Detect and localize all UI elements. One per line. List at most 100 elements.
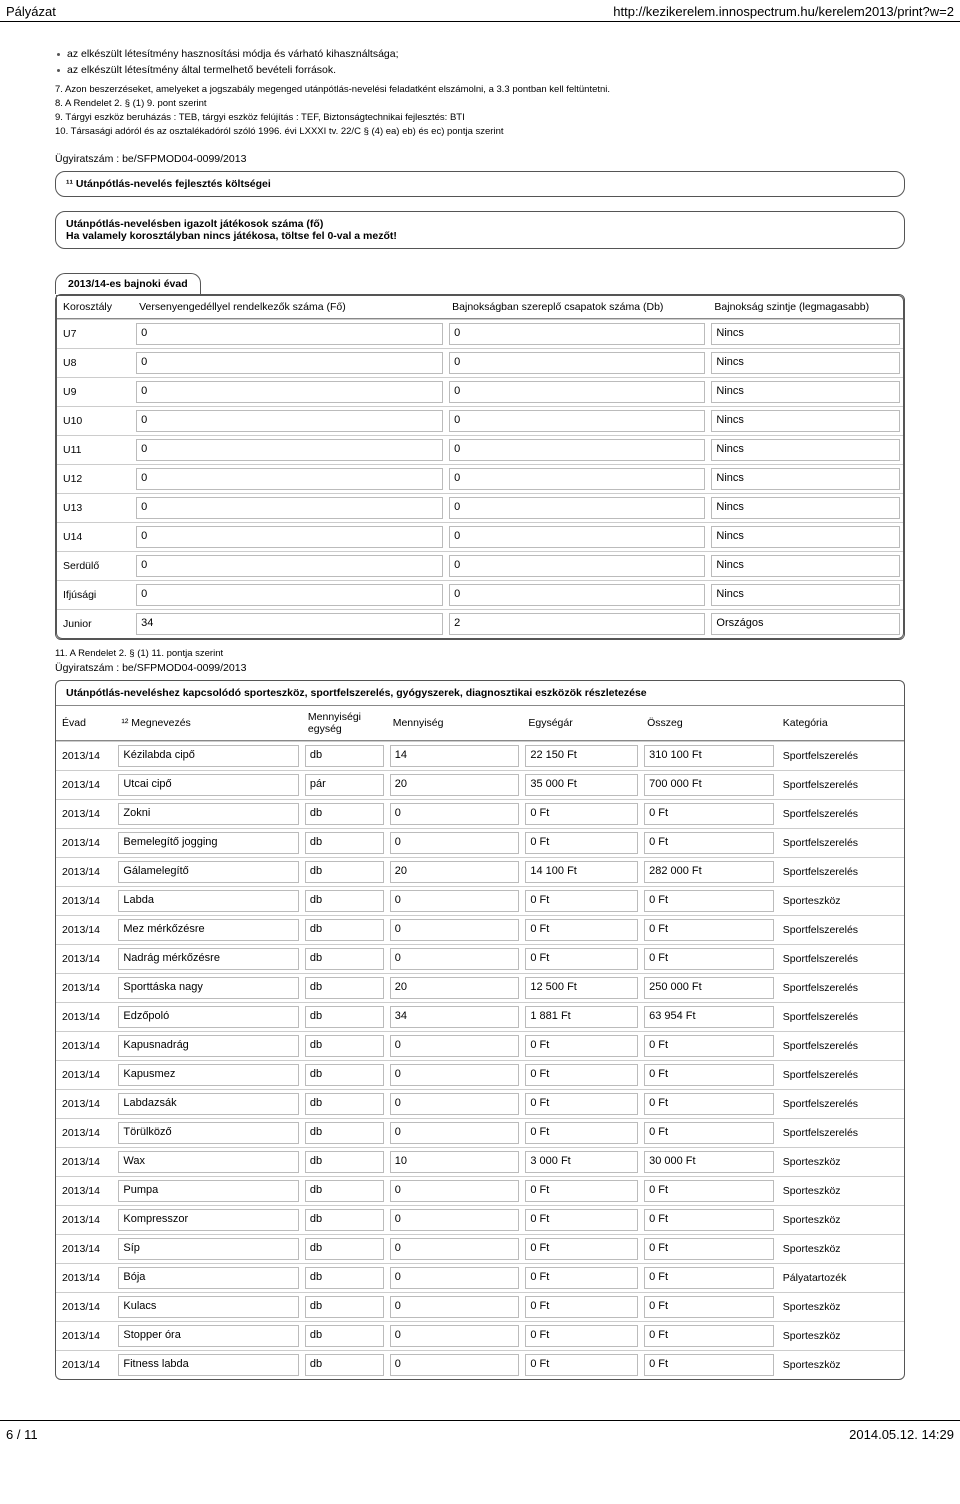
- cell: U10: [57, 406, 133, 435]
- cell: db: [302, 1118, 387, 1147]
- cell: 0: [446, 493, 708, 522]
- cell: 2013/14: [56, 741, 115, 770]
- col-header: Mennyiség: [387, 706, 523, 741]
- table-row: 2013/14Nadrág mérkőzésredb00 Ft0 FtSport…: [56, 944, 904, 973]
- cell: Sportfelszerelés: [777, 799, 904, 828]
- cell: Stopper óra: [115, 1321, 302, 1350]
- cell: db: [302, 973, 387, 1002]
- table-row: 2013/14Kézilabda cipődb1422 150 Ft310 10…: [56, 741, 904, 770]
- cell: 0: [446, 580, 708, 609]
- cell: 2013/14: [56, 1089, 115, 1118]
- cell: 0 Ft: [641, 1321, 777, 1350]
- cell: 0 Ft: [522, 799, 641, 828]
- cell: Sporteszköz: [777, 1205, 904, 1234]
- cell: Fitness labda: [115, 1350, 302, 1379]
- cell: Edzőpoló: [115, 1002, 302, 1031]
- col-header: Kategória: [777, 706, 904, 741]
- page-counter: 6 / 11: [6, 1427, 38, 1442]
- cell: 2013/14: [56, 857, 115, 886]
- cell: 0 Ft: [641, 1176, 777, 1205]
- cell: 34: [387, 1002, 523, 1031]
- cell: 0: [133, 493, 446, 522]
- cell: 2013/14: [56, 1002, 115, 1031]
- cell: db: [302, 1060, 387, 1089]
- col-header: Összeg: [641, 706, 777, 741]
- cell: Kapusnadrág: [115, 1031, 302, 1060]
- cell: Sporteszköz: [777, 1176, 904, 1205]
- equipment-table-title: Utánpótlás-neveléshez kapcsolódó sportes…: [56, 681, 904, 706]
- footnote: 7. Azon beszerzéseket, amelyeket a jogsz…: [55, 84, 905, 95]
- cell: db: [302, 1292, 387, 1321]
- cell: Zokni: [115, 799, 302, 828]
- cell: Labdazsák: [115, 1089, 302, 1118]
- cell: 0: [133, 319, 446, 348]
- cell: 0: [133, 406, 446, 435]
- cell: U14: [57, 522, 133, 551]
- cell: Sportfelszerelés: [777, 1002, 904, 1031]
- cell: 63 954 Ft: [641, 1002, 777, 1031]
- table-row: 2013/14Sporttáska nagydb2012 500 Ft250 0…: [56, 973, 904, 1002]
- cell: Nincs: [708, 493, 903, 522]
- divider: [0, 21, 960, 22]
- footnote: 10. Társasági adóról és az osztalékadóró…: [55, 126, 905, 137]
- subtitle-line: Ha valamely korosztályban nincs játékosa…: [66, 230, 894, 242]
- cell: 0: [387, 1060, 523, 1089]
- col-header: Korosztály: [57, 296, 133, 319]
- cell: 0 Ft: [641, 1031, 777, 1060]
- equipment-table: Évad¹² MegnevezésMennyiségi egységMennyi…: [56, 706, 904, 1379]
- table-row: Junior342Országos: [57, 609, 903, 638]
- cell: Junior: [57, 609, 133, 638]
- cell: U11: [57, 435, 133, 464]
- cell: 0: [446, 435, 708, 464]
- cell: 0: [446, 348, 708, 377]
- bullet-list: az elkészült létesítmény hasznosítási mó…: [55, 46, 905, 78]
- cell: 0 Ft: [641, 1350, 777, 1379]
- cell: Kulacs: [115, 1292, 302, 1321]
- cell: Nincs: [708, 377, 903, 406]
- cell: 0: [387, 1031, 523, 1060]
- table-row: 2013/14Utcai cipőpár2035 000 Ft700 000 F…: [56, 770, 904, 799]
- cell: 2013/14: [56, 1234, 115, 1263]
- list-item: az elkészült létesítmény által termelhet…: [55, 62, 905, 78]
- cell: Sporteszköz: [777, 1350, 904, 1379]
- section-title-box: ¹¹ Utánpótlás-nevelés fejlesztés költség…: [55, 171, 905, 197]
- cell: 2013/14: [56, 1321, 115, 1350]
- cell: 0 Ft: [522, 1205, 641, 1234]
- col-header: Versenyengedéllyel rendelkezők száma (Fő…: [133, 296, 446, 319]
- cell: Sportfelszerelés: [777, 857, 904, 886]
- cell: 0 Ft: [641, 1263, 777, 1292]
- cell: 30 000 Ft: [641, 1147, 777, 1176]
- cell: Nincs: [708, 522, 903, 551]
- cell: 0 Ft: [522, 1118, 641, 1147]
- cell: Sportfelszerelés: [777, 1031, 904, 1060]
- cell: pár: [302, 770, 387, 799]
- cell: Ifjúsági: [57, 580, 133, 609]
- cell: Sportfelszerelés: [777, 770, 904, 799]
- table-row: 2013/14Waxdb103 000 Ft30 000 FtSporteszk…: [56, 1147, 904, 1176]
- cell: db: [302, 1205, 387, 1234]
- cell: db: [302, 1321, 387, 1350]
- cell: 0 Ft: [522, 1031, 641, 1060]
- cell: db: [302, 1350, 387, 1379]
- cell: 0: [387, 1176, 523, 1205]
- cell: 0: [387, 1205, 523, 1234]
- cell: U13: [57, 493, 133, 522]
- cell: 14: [387, 741, 523, 770]
- footnote: 8. A Rendelet 2. § (1) 9. pont szerint: [55, 98, 905, 109]
- cell: 0: [133, 348, 446, 377]
- cell: 0: [133, 435, 446, 464]
- cell: Nincs: [708, 580, 903, 609]
- cell: 0: [387, 1321, 523, 1350]
- cell: 2013/14: [56, 1147, 115, 1176]
- cell: Nincs: [708, 319, 903, 348]
- table-row: U1400Nincs: [57, 522, 903, 551]
- cell: 2013/14: [56, 886, 115, 915]
- col-header: Bajnokságban szereplő csapatok száma (Db…: [446, 296, 708, 319]
- table-row: 2013/14Pumpadb00 Ft0 FtSporteszköz: [56, 1176, 904, 1205]
- cell: 0: [387, 915, 523, 944]
- cell: 0 Ft: [641, 915, 777, 944]
- cell: 12 500 Ft: [522, 973, 641, 1002]
- cell: 0: [387, 799, 523, 828]
- cell: 0 Ft: [641, 944, 777, 973]
- case-number: Ügyiratszám : be/SFPMOD04-0099/2013: [55, 662, 905, 674]
